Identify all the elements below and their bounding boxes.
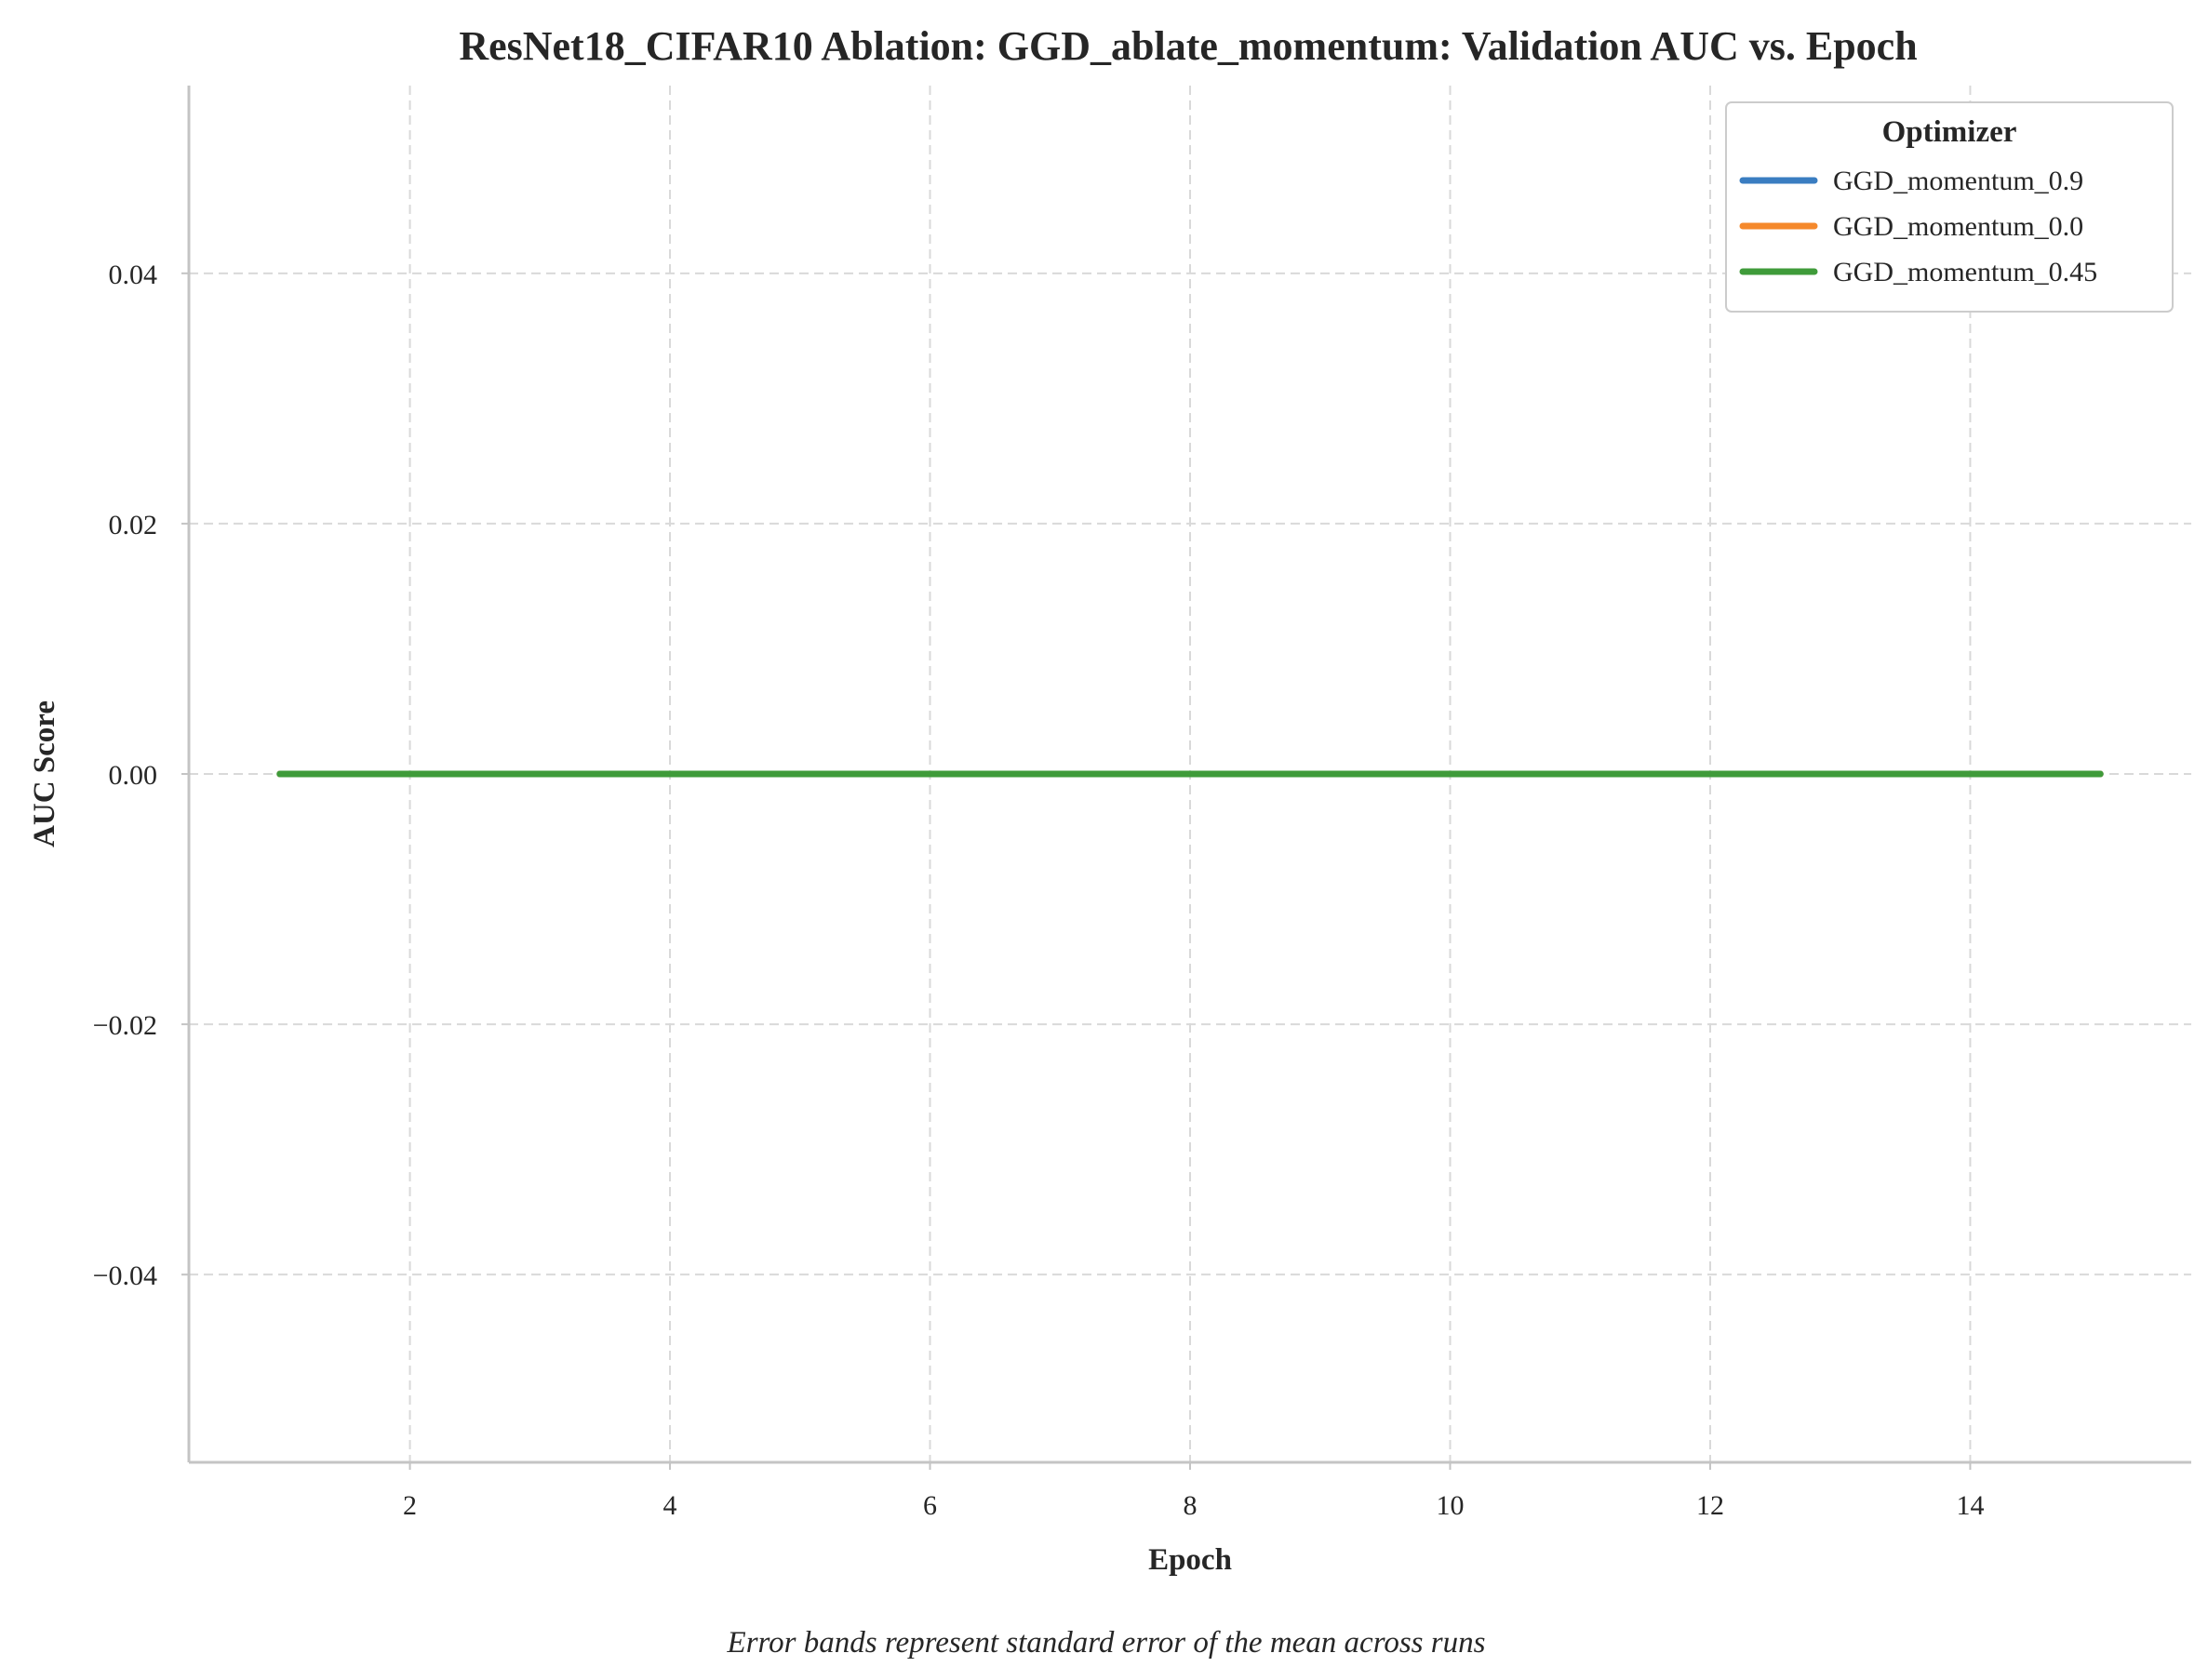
y-tick-label: −0.04 <box>93 1260 157 1291</box>
x-tick-label: 12 <box>1696 1490 1724 1521</box>
legend: Optimizer GGD_momentum_0.9GGD_momentum_0… <box>1725 101 2174 313</box>
chart-title: ResNet18_CIFAR10 Ablation: GGD_ablate_mo… <box>459 23 1917 69</box>
y-tick-label: 0.02 <box>109 510 158 540</box>
x-tick-label: 8 <box>1184 1490 1198 1521</box>
x-axis-label: Epoch <box>1148 1543 1232 1577</box>
x-tick-label: 14 <box>1956 1490 1984 1521</box>
y-tick-label: −0.02 <box>93 1010 157 1041</box>
tick-layer: 2 4 6 8 10 12 14 −0.04 −0.02 0.00 0.02 0.04 <box>93 260 1985 1521</box>
x-tick-label: 6 <box>923 1490 937 1521</box>
y-axis-label: AUC Score <box>28 700 61 847</box>
legend-label: GGD_momentum_0.0 <box>1833 211 2083 242</box>
y-tick-label: 0.04 <box>109 260 158 290</box>
legend-label: GGD_momentum_0.45 <box>1833 257 2097 287</box>
figure-caption: Error bands represent standard error of … <box>727 1626 1486 1660</box>
legend-title: Optimizer <box>1882 115 2017 149</box>
x-tick-label: 4 <box>663 1490 677 1521</box>
legend-frame <box>1725 101 2174 313</box>
legend-items: GGD_momentum_0.9 GGD_momentum_0.0 GGD_mome… <box>1739 166 2097 287</box>
legend-label: GGD_momentum_0.9 <box>1833 166 2083 196</box>
x-tick-label: 10 <box>1436 1490 1464 1521</box>
x-tick-label: 2 <box>403 1490 417 1521</box>
y-tick-label: 0.00 <box>109 760 158 791</box>
